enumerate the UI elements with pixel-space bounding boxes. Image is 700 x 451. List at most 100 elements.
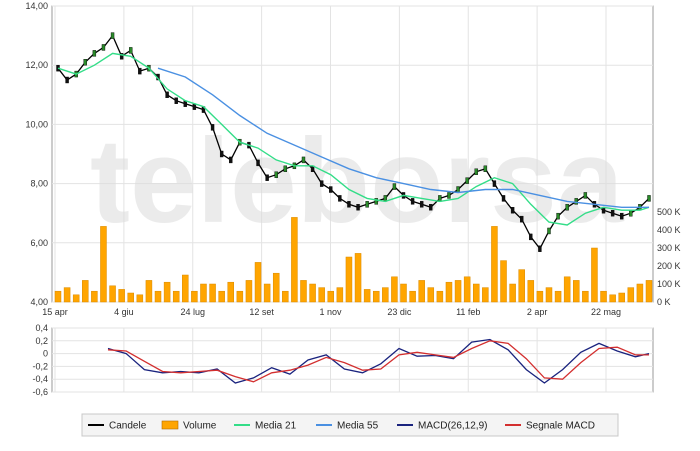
- series-line-media-21: [57, 52, 650, 226]
- volume-bar: [200, 283, 207, 303]
- volume-bar: [345, 256, 353, 303]
- date-x-tick-label: 23 dic: [387, 307, 412, 317]
- volume-bar: [182, 274, 189, 303]
- candle: [410, 198, 415, 205]
- volume-bar: [191, 290, 198, 303]
- date-x-tick-label: 4 giu: [114, 307, 134, 317]
- volume-bar: [418, 280, 425, 303]
- price-y-tick-label: 4,00: [30, 297, 48, 307]
- volume-bar: [527, 280, 535, 303]
- volume-bar: [554, 290, 562, 303]
- volume-bar: [372, 290, 380, 303]
- macd-y-tick-label: -0,6: [32, 387, 48, 397]
- candle: [338, 195, 342, 202]
- volume-bar: [363, 289, 371, 303]
- price-y-tick-label: 8,00: [30, 179, 48, 189]
- date-x-tick-label: 2 apr: [527, 307, 548, 317]
- candle: [465, 177, 469, 184]
- candle: [620, 212, 624, 220]
- volume-bar: [91, 290, 98, 303]
- date-x-tick-label: 15 apr: [42, 307, 68, 317]
- candle: [229, 156, 233, 164]
- volume-bar: [154, 290, 162, 303]
- volume-bar: [518, 269, 525, 303]
- macd-panel-frame: [51, 327, 654, 393]
- candle: [583, 192, 588, 199]
- legend-label: Media 55: [337, 421, 379, 432]
- candle: [283, 165, 288, 173]
- macd-y-ticks: 0,4 0,2 0 -0,2 -0,4 -0,6: [32, 323, 48, 397]
- volume-bar: [382, 287, 389, 303]
- candle: [438, 195, 442, 202]
- candle: [492, 180, 497, 187]
- volume-bar: [491, 226, 498, 303]
- candle: [301, 156, 306, 164]
- candle: [356, 204, 360, 211]
- price-panel-frame: [51, 5, 654, 303]
- candle: [110, 32, 115, 39]
- volume-y-tick-label: 100 K: [657, 279, 681, 289]
- volume-bar: [309, 283, 316, 303]
- volume-bar: [100, 226, 107, 303]
- volume-bar: [245, 280, 253, 303]
- candle: [374, 198, 378, 205]
- legend-box: [81, 413, 619, 437]
- volume-bar: [54, 290, 62, 303]
- volume-bar: [109, 285, 116, 303]
- volume-y-tick-label: 200 K: [657, 261, 681, 271]
- candle: [256, 159, 260, 167]
- macd-y-tick-label: -0,4: [32, 374, 48, 384]
- volume-bar: [609, 294, 616, 303]
- price-y-tick-label: 10,00: [25, 119, 48, 129]
- candle: [101, 44, 106, 51]
- volume-bar: [72, 294, 80, 303]
- candle: [347, 201, 351, 208]
- candle: [92, 50, 97, 57]
- candle: [219, 150, 224, 158]
- candle: [210, 124, 215, 131]
- candle: [565, 204, 569, 211]
- volume-bar: [636, 283, 644, 303]
- volume-bar: [218, 290, 225, 303]
- volume-bars: [54, 217, 653, 303]
- candle: [83, 59, 87, 66]
- volume-bar: [409, 290, 416, 303]
- volume-y-tick-label: 0 K: [657, 297, 671, 307]
- volume-bar: [509, 283, 516, 303]
- volume-y-ticks: 500 K 400 K 300 K 200 K 100 K 0 K: [657, 207, 681, 307]
- volume-bar: [573, 280, 580, 303]
- candle: [474, 168, 478, 175]
- volume-bar: [63, 287, 71, 303]
- macd-series-line: [107, 340, 649, 383]
- volume-bar: [618, 292, 625, 303]
- candle: [165, 91, 169, 99]
- price-y-ticks: 14,00 12,00 10,00 8,00 6,00 4,00: [25, 1, 48, 307]
- volume-bar: [500, 260, 507, 303]
- candle: [419, 201, 424, 208]
- volume-bar: [545, 287, 553, 303]
- volume-bar: [582, 290, 589, 303]
- volume-bar: [263, 283, 271, 303]
- volume-y-tick-label: 500 K: [657, 207, 681, 217]
- volume-bar: [163, 281, 171, 303]
- candle: [429, 204, 433, 211]
- volume-bar: [172, 290, 180, 303]
- volume-bar: [82, 280, 89, 303]
- volume-bar: [591, 247, 598, 303]
- legend-label: Segnale MACD: [526, 421, 595, 432]
- candle: [265, 174, 269, 181]
- candle: [365, 201, 369, 208]
- series-line-media-55: [157, 67, 649, 209]
- candle: [510, 207, 515, 214]
- price-y-tick-label: 6,00: [30, 238, 48, 248]
- macd-grid: [52, 327, 653, 393]
- macd-y-tick-label: 0,2: [35, 336, 48, 346]
- legend-label: MACD(26,12,9): [418, 421, 487, 432]
- volume-bar: [645, 280, 653, 303]
- volume-bar: [327, 290, 335, 303]
- price-y-tick-label: 14,00: [25, 1, 48, 11]
- volume-bar: [145, 280, 153, 303]
- watermark: teleborsa: [90, 114, 625, 248]
- candle: [329, 186, 333, 193]
- volume-bar: [227, 281, 235, 303]
